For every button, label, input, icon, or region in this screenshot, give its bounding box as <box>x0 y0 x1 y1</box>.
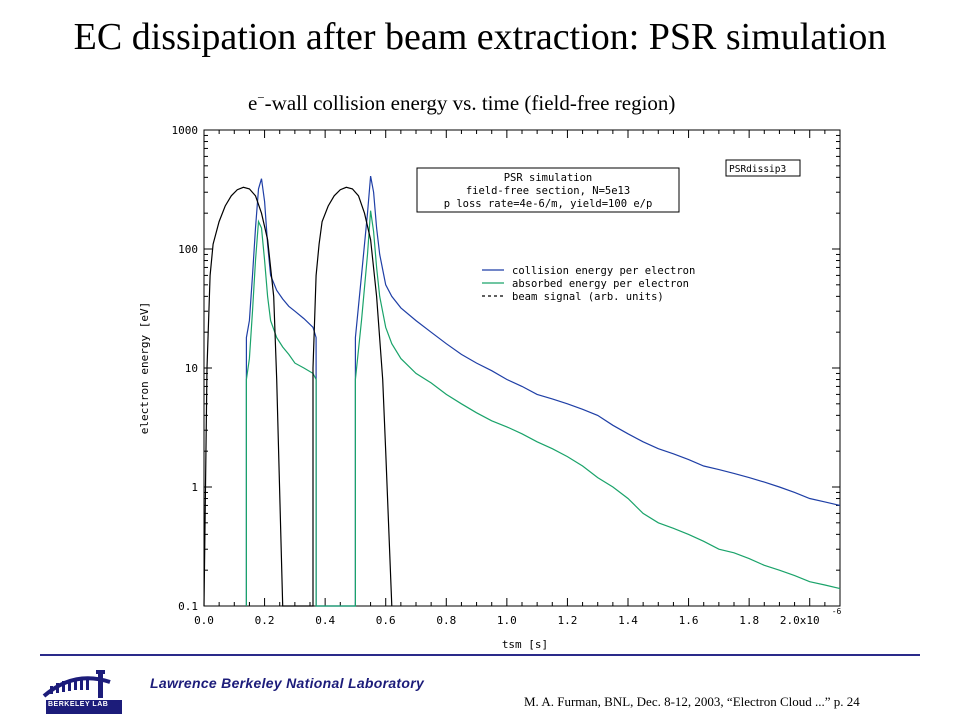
chart-title-rest: -wall collision energy vs. time (field-f… <box>264 91 676 115</box>
lab-name: Lawrence Berkeley National Laboratory <box>150 675 425 691</box>
collision-energy-series <box>245 175 841 607</box>
energy-plot: 0.1 1 10 100 1000 0.0 0.2 0.4 0.6 0.8 1.0 1.2 1.4 1.6… <box>138 124 842 651</box>
x-tick-label: 0.4 <box>315 614 335 627</box>
legend-entry: absorbed energy per electron <box>512 278 689 290</box>
footer-divider <box>40 654 920 656</box>
berkeley-lab-logo <box>40 662 128 716</box>
y-tick-label: 10 <box>185 362 198 375</box>
info-box-line: PSR simulation <box>504 172 593 184</box>
x-scale-exponent: -6 <box>832 607 842 616</box>
x-tick-label: 0.6 <box>376 614 396 627</box>
x-tick-label: 1.2 <box>557 614 577 627</box>
chart-title-prefix: e <box>248 91 258 115</box>
chart-title-superscript: − <box>257 90 265 105</box>
legend-entry: beam signal (arb. units) <box>512 291 664 303</box>
y-tick-label: 1000 <box>172 124 199 137</box>
x-tick-label: 0.8 <box>436 614 456 627</box>
y-tick-label: 1 <box>191 481 198 494</box>
tag-box <box>725 159 801 177</box>
info-box-line: field-free section, N=5e13 <box>466 185 630 197</box>
beam-signal-series <box>203 186 393 607</box>
x-tick-label: 1.6 <box>679 614 699 627</box>
y-tick-label: 0.1 <box>178 600 198 613</box>
x-scale-label: 2.0x10 <box>780 614 820 627</box>
info-box <box>416 167 680 213</box>
legend-entry: collision energy per electron <box>512 265 695 277</box>
x-tick-label: 0.0 <box>194 614 214 627</box>
axes-layer <box>203 129 841 607</box>
x-tick-label: 1.4 <box>618 614 638 627</box>
slide-title: EC dissipation after beam extraction: PS… <box>73 16 887 58</box>
tag-label: PSRdissip3 <box>729 164 786 175</box>
absorbed-energy-series <box>245 210 841 607</box>
chart-title: e−-wall collision energy vs. time (field… <box>248 90 675 116</box>
citation: M. A. Furman, BNL, Dec. 8-12, 2003, “Ele… <box>524 694 860 709</box>
series-layer <box>203 175 841 607</box>
y-axis-label: electron energy [eV] <box>138 302 151 434</box>
info-box-line: p loss rate=4e-6/m, yield=100 e/p <box>444 198 653 210</box>
x-tick-label: 1.0 <box>497 614 517 627</box>
x-axis-label: tsm [s] <box>502 638 548 651</box>
logo-text: BERKELEY LAB <box>48 701 109 708</box>
x-tick-label: 0.2 <box>255 614 275 627</box>
y-tick-label: 100 <box>178 243 198 256</box>
labels-layer: 0.1 1 10 100 1000 0.0 0.2 0.4 0.6 0.8 1.0 1.2 1.4 1.6… <box>138 124 842 651</box>
x-tick-label: 1.8 <box>739 614 759 627</box>
